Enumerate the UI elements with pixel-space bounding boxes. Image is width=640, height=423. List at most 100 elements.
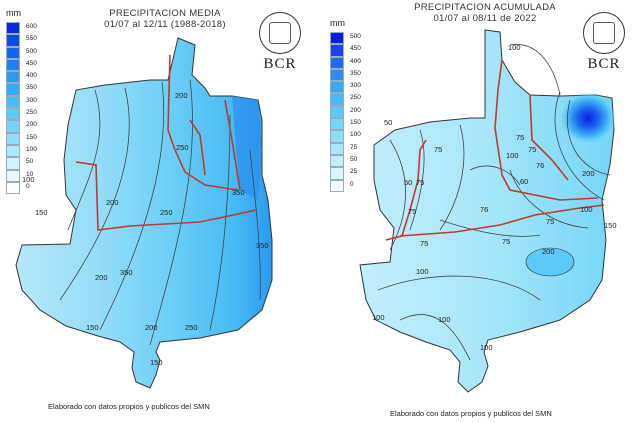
title-line1: PRECIPITACION ACUMULADA [414, 2, 556, 13]
legend-label: 500 [350, 33, 361, 40]
map-panel-historical: PRECIPITACION MEDIA 01/07 al 12/11 (1988… [6, 8, 301, 411]
contour-label: 100 [508, 43, 521, 52]
contour-label: 250 [176, 143, 189, 152]
precipitation-map-historical: 100 150 200 250 200 250 350 200 150 200 … [15, 37, 273, 389]
contour-label: 75 [528, 145, 536, 154]
contour-label: 100 [506, 151, 519, 160]
contour-label: 75 [502, 237, 510, 246]
legend-swatch [6, 58, 20, 72]
legend-swatch [6, 46, 20, 59]
legend-label: 100 [350, 131, 361, 139]
legend-label: 400 [350, 57, 361, 65]
legend-swatch [6, 71, 20, 84]
legend-swatch [6, 95, 20, 109]
contour-label: 200 [582, 169, 595, 178]
contour-label: 100 [372, 313, 385, 322]
logo-text: BCR [263, 56, 297, 72]
legend-swatch [330, 44, 344, 57]
bcr-seal-icon [583, 12, 625, 54]
legend-label: 100 [26, 145, 37, 153]
legend-label: 150 [26, 133, 37, 141]
contour-label: 75 [408, 207, 416, 216]
contour-label: 350 [256, 241, 269, 250]
contour-label: 75 [420, 239, 428, 248]
map-panel-2022: PRECIPITACION ACUMULADA 01/07 al 08/11 d… [320, 0, 640, 423]
contour-label: 100 [480, 343, 493, 352]
legend-swatch [330, 68, 344, 82]
legend-label: 50 [350, 155, 358, 163]
contour-label: 75 [546, 217, 554, 226]
legend-label: 450 [26, 59, 37, 67]
bcr-seal-icon [259, 12, 301, 54]
contour-label: 350 [232, 188, 245, 197]
legend-label: 500 [26, 47, 37, 55]
legend-label: 75 [350, 143, 358, 151]
logo-text: BCR [587, 56, 621, 72]
legend-swatch [6, 169, 20, 182]
contour-label: 150 [35, 208, 48, 217]
legend-swatch [6, 34, 20, 47]
contour-label: 76 [536, 161, 544, 170]
legend-label: 50 [26, 158, 34, 166]
contour-label: 200 [542, 247, 555, 256]
contour-label: 75 [434, 145, 442, 154]
contour-label: 150 [604, 221, 617, 230]
contour-label: 250 [185, 323, 198, 332]
precipitation-map-2022: 100 50 75 75 100 50 76 75 60 75 100 75 7… [359, 29, 617, 393]
legend-swatch [330, 142, 344, 155]
legend-label: 250 [350, 94, 361, 102]
contour-label: 150 [150, 358, 163, 367]
legend-label: 300 [350, 82, 361, 90]
legend-label: 25 [350, 168, 358, 176]
legend-swatch [330, 105, 344, 119]
legend-swatch [330, 93, 344, 106]
title-line2: 01/07 al 08/11 de 2022 [433, 13, 537, 24]
legend-label: 450 [350, 45, 361, 53]
legend-label: 0 [350, 180, 354, 188]
contour-label: 50 [384, 118, 392, 127]
contour-label: 76 [480, 205, 488, 214]
legend-label: 0 [26, 182, 30, 190]
map-title: PRECIPITACION ACUMULADA 01/07 al 08/11 d… [395, 2, 575, 24]
legend-label: 600 [26, 23, 37, 30]
source-note: Elaborado con datos propios y publicos d… [48, 402, 210, 411]
contour-label: 100 [580, 205, 593, 214]
legend-label: 350 [26, 84, 37, 92]
contour-label: 75 [416, 178, 424, 187]
legend-swatch [6, 132, 20, 145]
legend-swatch [6, 108, 20, 121]
legend-swatch [330, 118, 344, 131]
contour-label: 100 [416, 267, 429, 276]
legend-swatch [330, 154, 344, 168]
legend-swatch [330, 56, 344, 69]
title-line1: PRECIPITACION MEDIA [109, 8, 221, 19]
contour-label: 350 [120, 268, 133, 277]
bcr-logo: BCR [576, 12, 632, 73]
legend-label: 550 [26, 35, 37, 43]
legend-label: 250 [26, 109, 37, 117]
legend-label: 200 [350, 106, 361, 114]
legend-unit: mm [330, 18, 345, 28]
legend-swatch [330, 81, 344, 94]
contour-label: 100 [438, 315, 451, 324]
province-outline [15, 37, 273, 389]
contour-label: 150 [86, 323, 99, 332]
legend-label: 10 [26, 170, 34, 178]
source-note: Elaborado con datos propios y publicos d… [390, 409, 552, 418]
contour-label: 50 [404, 178, 412, 187]
contour-label: 200 [95, 273, 108, 282]
legend-swatch [6, 22, 20, 35]
legend-swatch [6, 181, 20, 195]
legend-swatch [330, 130, 344, 143]
contour-label: 60 [520, 177, 528, 186]
contour-label: 250 [160, 208, 173, 217]
contour-label: 200 [175, 91, 188, 100]
legend-unit: mm [6, 8, 21, 18]
legend-swatch [6, 83, 20, 96]
map-title: PRECIPITACION MEDIA 01/07 al 12/11 (1988… [80, 8, 250, 30]
legend-swatch [330, 32, 344, 45]
contour-label: 75 [516, 133, 524, 142]
legend-swatch [6, 144, 20, 158]
legend-swatch [6, 157, 20, 170]
legend-label: 150 [350, 119, 361, 127]
